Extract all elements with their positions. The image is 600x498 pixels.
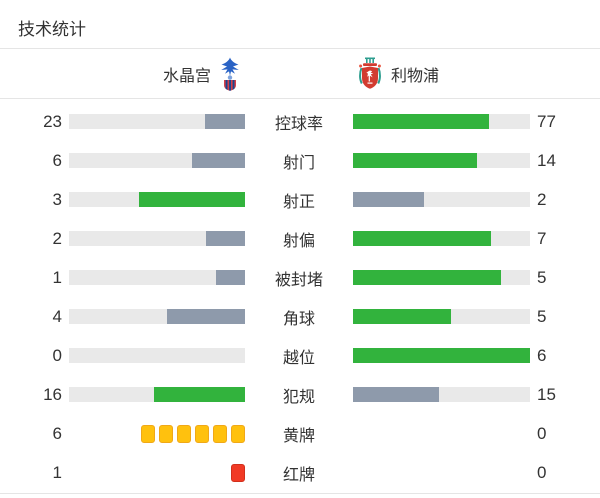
away-value: 0 xyxy=(537,463,547,482)
home-bar-fill xyxy=(154,387,245,402)
home-bar-fill xyxy=(192,153,245,168)
home-team-name: 水晶宫 xyxy=(162,67,211,85)
page-title: 技术统计 xyxy=(0,0,600,49)
home-value: 0 xyxy=(52,346,62,365)
stat-row-possession: 23 控球率 77 xyxy=(0,102,600,141)
yellow-card-icon xyxy=(159,424,173,443)
away-bar xyxy=(353,231,530,246)
home-value: 6 xyxy=(52,151,62,170)
away-cards xyxy=(353,425,530,443)
away-value: 15 xyxy=(537,385,556,404)
home-bar xyxy=(69,270,245,285)
home-value: 1 xyxy=(52,268,62,287)
yellow-card-icon xyxy=(177,424,191,443)
stat-row-shots-blocked: 1 被封堵 5 xyxy=(0,258,600,297)
home-bar xyxy=(69,114,245,129)
away-bar xyxy=(353,153,530,168)
away-team-name: 利物浦 xyxy=(391,67,440,85)
stat-row-yellow-cards: 6 黄牌 0 xyxy=(0,414,600,453)
stat-row-shots-on-target: 3 射正 2 xyxy=(0,180,600,219)
away-bar-fill xyxy=(353,114,490,129)
home-value: 16 xyxy=(43,385,62,404)
away-bar-fill xyxy=(353,348,530,363)
home-bar-fill xyxy=(205,231,245,246)
away-bar xyxy=(353,309,530,324)
stat-label: 射正 xyxy=(282,193,315,211)
bottom-divider xyxy=(0,493,600,494)
away-bar-fill xyxy=(353,192,424,207)
away-bar-fill xyxy=(353,387,439,402)
away-value: 2 xyxy=(537,190,547,209)
yellow-card-icon xyxy=(141,424,155,443)
stat-row-fouls: 16 犯规 15 xyxy=(0,375,600,414)
stat-label: 控球率 xyxy=(274,115,323,133)
stat-row-shots: 6 射门 14 xyxy=(0,141,600,180)
stat-label: 黄牌 xyxy=(282,427,315,445)
home-bar xyxy=(69,309,245,324)
away-bar xyxy=(353,270,530,285)
yellow-card-icon xyxy=(231,424,245,443)
home-value: 2 xyxy=(52,229,62,248)
away-value: 6 xyxy=(537,346,547,365)
home-cards xyxy=(69,424,245,443)
home-value: 6 xyxy=(52,424,62,443)
home-bar xyxy=(69,192,245,207)
home-bar xyxy=(69,348,245,363)
stat-label: 犯规 xyxy=(282,388,315,406)
home-value: 23 xyxy=(43,112,62,131)
away-bar xyxy=(353,114,530,129)
away-bar-fill xyxy=(353,231,491,246)
home-team-badge-icon xyxy=(218,57,242,91)
away-team-badge-icon xyxy=(357,57,383,91)
away-team: 利物浦 xyxy=(300,57,600,91)
stat-label: 红牌 xyxy=(282,466,315,484)
home-value: 4 xyxy=(52,307,62,326)
home-bar xyxy=(69,231,245,246)
stat-row-corners: 4 角球 5 xyxy=(0,297,600,336)
home-value: 3 xyxy=(52,190,62,209)
stat-label: 被封堵 xyxy=(274,271,323,289)
stat-label: 射门 xyxy=(282,154,315,172)
away-cards xyxy=(353,464,530,482)
stat-row-shots-off-target: 2 射偏 7 xyxy=(0,219,600,258)
home-bar xyxy=(69,153,245,168)
yellow-card-icon xyxy=(195,424,209,443)
home-value: 1 xyxy=(52,463,62,482)
away-bar-fill xyxy=(353,270,501,285)
home-team: 水晶宫 xyxy=(0,57,300,91)
yellow-card-icon xyxy=(213,424,227,443)
away-value: 5 xyxy=(537,268,547,287)
away-value: 5 xyxy=(537,307,547,326)
team-header: 水晶宫 xyxy=(0,49,600,99)
away-value: 0 xyxy=(537,424,547,443)
stat-label: 越位 xyxy=(282,349,315,367)
stat-row-red-cards: 1 红牌 0 xyxy=(0,453,600,492)
away-value: 77 xyxy=(537,112,556,131)
red-card-icon xyxy=(231,463,245,482)
away-bar xyxy=(353,387,530,402)
stats-list: 23 控球率 77 6 射门 14 3 射正 2 2 射偏 7 1 被封堵 5 4 角球 5 0 越位 6 16 犯规 15 6… xyxy=(0,99,600,492)
away-value: 7 xyxy=(537,229,547,248)
away-bar xyxy=(353,192,530,207)
stat-label: 角球 xyxy=(282,310,315,328)
away-value: 14 xyxy=(537,151,556,170)
away-bar xyxy=(353,348,530,363)
stat-label: 射偏 xyxy=(282,232,315,250)
away-bar-fill xyxy=(353,309,452,324)
home-bar-fill xyxy=(139,192,245,207)
away-bar-fill xyxy=(353,153,477,168)
home-bar-fill xyxy=(166,309,245,324)
home-bar-fill xyxy=(215,270,245,285)
home-bar xyxy=(69,387,245,402)
stat-row-offsides: 0 越位 6 xyxy=(0,336,600,375)
home-bar-fill xyxy=(204,114,245,129)
home-cards xyxy=(69,463,245,482)
